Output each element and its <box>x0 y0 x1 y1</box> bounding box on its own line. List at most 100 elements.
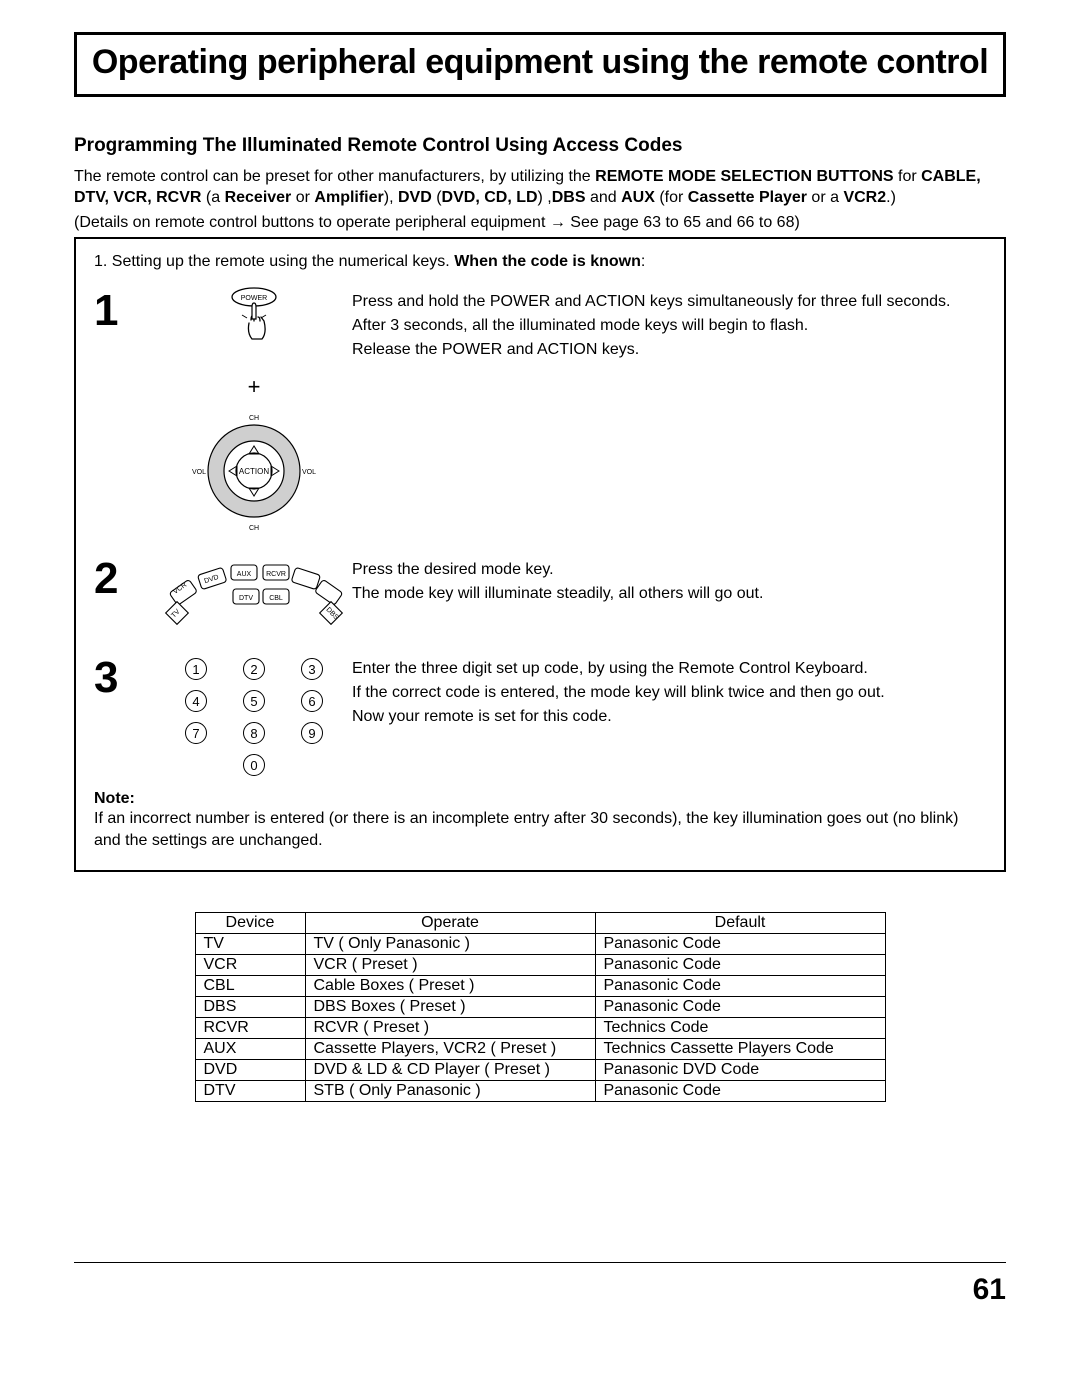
table-cell: AUX <box>195 1038 305 1059</box>
table-cell: RCVR ( Preset ) <box>305 1017 595 1038</box>
power-label: POWER <box>241 295 267 302</box>
keypad-key: 6 <box>301 690 323 712</box>
mode-key-label: DTV <box>239 595 253 602</box>
table-cell: DVD & LD & CD Player ( Preset ) <box>305 1059 595 1080</box>
intro-bold: Amplifier <box>314 189 383 206</box>
step-number: 3 <box>94 654 156 700</box>
intro-text: ), <box>384 189 398 206</box>
table-cell: CBL <box>195 975 305 996</box>
intro-bold: Receiver <box>225 189 292 206</box>
manual-page: Operating peripheral equipment using the… <box>0 0 1080 1337</box>
steps-box: 1. Setting up the remote using the numer… <box>74 237 1006 871</box>
step-1: 1 POWER + <box>94 287 986 541</box>
numeric-keypad-icon: 1 2 3 4 5 6 7 8 9 0 <box>156 658 352 776</box>
step-3-text: Enter the three digit set up code, by us… <box>352 654 986 729</box>
table-cell: STB ( Only Panasonic ) <box>305 1080 595 1101</box>
intro-bold: REMOTE MODE SELECTION BUTTONS <box>595 168 893 185</box>
intro-bold: Cassette Player <box>688 189 807 206</box>
intro-text: and <box>586 189 622 206</box>
step-1-graphic: POWER + ACTION <box>156 287 352 541</box>
table-cell: TV <box>195 933 305 954</box>
section-subheading: Programming The Illuminated Remote Contr… <box>74 135 1006 157</box>
page-footer: 61 <box>74 1262 1006 1307</box>
step-text-line: Press and hold the POWER and ACTION keys… <box>352 291 986 313</box>
intro-bold: VCR2 <box>843 189 886 206</box>
table-row: VCRVCR ( Preset )Panasonic Code <box>195 954 885 975</box>
intro-text: or <box>291 189 314 206</box>
step-text-line: Release the POWER and ACTION keys. <box>352 339 986 361</box>
intro-text: ) , <box>538 189 552 206</box>
steps-lead: 1. Setting up the remote using the numer… <box>94 253 986 271</box>
intro-paragraph: The remote control can be preset for oth… <box>74 167 1006 233</box>
mode-key-label: AUX <box>237 571 252 578</box>
ch-label: CH <box>249 525 259 532</box>
intro-text: (a <box>201 189 224 206</box>
plus-symbol: + <box>156 374 352 400</box>
table-row: AUXCassette Players, VCR2 ( Preset )Tech… <box>195 1038 885 1059</box>
table-row: DBSDBS Boxes ( Preset )Panasonic Code <box>195 996 885 1017</box>
keypad-key: 5 <box>243 690 265 712</box>
keypad-key: 9 <box>301 722 323 744</box>
table-row: DTVSTB ( Only Panasonic )Panasonic Code <box>195 1080 885 1101</box>
device-table: Device Operate Default TVTV ( Only Panas… <box>195 912 886 1102</box>
step-text-line: Now your remote is set for this code. <box>352 706 986 728</box>
mode-key-label: CBL <box>269 595 283 602</box>
keypad-key: 1 <box>185 658 207 680</box>
keypad-key: 4 <box>185 690 207 712</box>
table-row: DVDDVD & LD & CD Player ( Preset )Panaso… <box>195 1059 885 1080</box>
intro-bold: DVD <box>398 189 432 206</box>
table-cell: Panasonic Code <box>595 996 885 1017</box>
table-cell: VCR ( Preset ) <box>305 954 595 975</box>
table-cell: RCVR <box>195 1017 305 1038</box>
intro-bold: DBS <box>552 189 586 206</box>
title-box: Operating peripheral equipment using the… <box>74 32 1006 97</box>
table-cell: DVD <box>195 1059 305 1080</box>
ch-label: CH <box>249 415 259 422</box>
vol-label: VOL <box>302 469 316 476</box>
step-3-graphic: 1 2 3 4 5 6 7 8 9 0 <box>156 654 352 776</box>
steps-lead-bold: When the code is known <box>454 253 641 270</box>
page-number: 61 <box>973 1273 1006 1306</box>
table-cell: Panasonic Code <box>595 954 885 975</box>
keypad-key: 2 <box>243 658 265 680</box>
step-1-text: Press and hold the POWER and ACTION keys… <box>352 287 986 362</box>
table-header: Device <box>195 912 305 933</box>
intro-bold: DVD, CD, LD <box>442 189 538 206</box>
vol-label: VOL <box>192 469 206 476</box>
step-text-line: If the correct code is entered, the mode… <box>352 682 986 704</box>
table-cell: DBS <box>195 996 305 1017</box>
table-cell: VCR <box>195 954 305 975</box>
table-header: Default <box>595 912 885 933</box>
intro-text: or a <box>807 189 843 206</box>
table-cell: Cable Boxes ( Preset ) <box>305 975 595 996</box>
note-text: If an incorrect number is entered (or th… <box>94 808 986 851</box>
steps-lead-text: : <box>641 253 645 270</box>
table-header-row: Device Operate Default <box>195 912 885 933</box>
table-row: RCVRRCVR ( Preset )Technics Code <box>195 1017 885 1038</box>
table-cell: TV ( Only Panasonic ) <box>305 933 595 954</box>
table-header: Operate <box>305 912 595 933</box>
action-label: ACTION <box>239 467 269 476</box>
keypad-key: 8 <box>243 722 265 744</box>
mode-keys-icon: VCR DVD AUX RCVR DTV CBL TV DBS <box>159 555 349 635</box>
page-title: Operating peripheral equipment using the… <box>87 43 993 82</box>
step-text-line: Press the desired mode key. <box>352 559 986 581</box>
step-text-line: The mode key will illuminate steadily, a… <box>352 583 986 605</box>
intro-text: (for <box>655 189 688 206</box>
intro-details: (Details on remote control buttons to op… <box>74 213 1006 234</box>
intro-bold: AUX <box>621 189 655 206</box>
step-2-graphic: VCR DVD AUX RCVR DTV CBL TV DBS <box>156 555 352 640</box>
table-cell: Technics Cassette Players Code <box>595 1038 885 1059</box>
table-cell: Cassette Players, VCR2 ( Preset ) <box>305 1038 595 1059</box>
keypad-key: 3 <box>301 658 323 680</box>
table-cell: Panasonic Code <box>595 1080 885 1101</box>
table-cell: DBS Boxes ( Preset ) <box>305 996 595 1017</box>
dpad-icon: ACTION CH CH VOL VOL <box>189 406 319 536</box>
steps-lead-text: 1. Setting up the remote using the numer… <box>94 253 454 270</box>
table-cell: DTV <box>195 1080 305 1101</box>
keypad-key: 7 <box>185 722 207 744</box>
table-cell: Panasonic Code <box>595 933 885 954</box>
step-number: 1 <box>94 287 156 333</box>
intro-text: The remote control can be preset for oth… <box>74 168 595 185</box>
power-button-icon: POWER <box>229 287 279 363</box>
